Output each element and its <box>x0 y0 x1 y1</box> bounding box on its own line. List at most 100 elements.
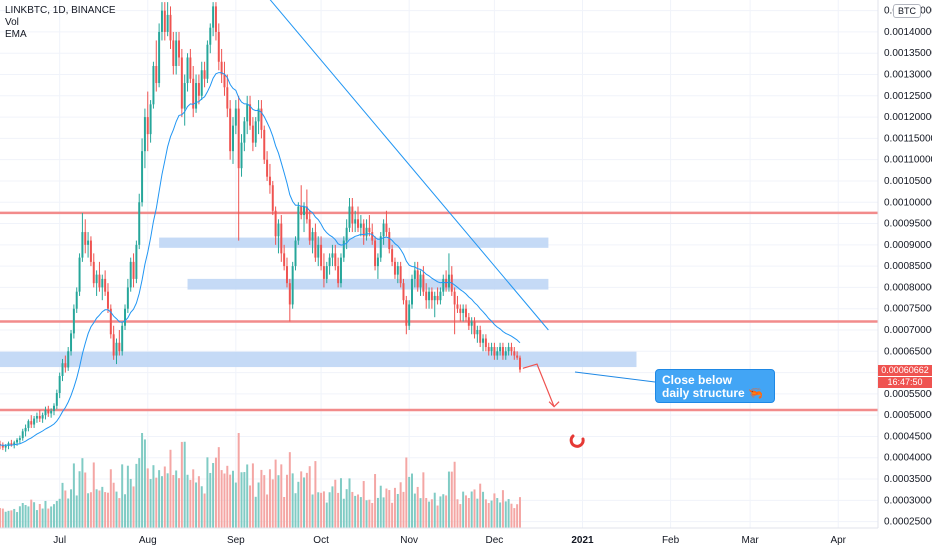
candle-body <box>1 444 4 448</box>
candle-body <box>240 142 243 169</box>
volume-bar <box>104 492 107 528</box>
price-tick-label: 0.00035000 <box>884 474 932 485</box>
volume-bar <box>220 470 223 528</box>
candle-body <box>462 308 465 313</box>
ema-indicator-label[interactable]: EMA <box>5 29 27 40</box>
volume-bar <box>72 463 75 528</box>
candle-body <box>64 363 67 368</box>
volume-bar <box>450 471 453 528</box>
volume-bar <box>13 508 16 528</box>
callout-line-2-text: daily structure <box>662 386 745 400</box>
volume-bar <box>308 466 311 528</box>
volume-bar <box>112 482 115 528</box>
volume-bar <box>371 502 374 528</box>
candle-body <box>197 83 200 96</box>
volume-bars <box>0 433 521 528</box>
candle-body <box>484 338 487 348</box>
volume-indicator-label[interactable]: Vol <box>5 17 19 28</box>
candle-body <box>456 304 459 309</box>
volume-bar <box>499 502 502 528</box>
symbol-title[interactable]: LINKBTC, 1D, BINANCE <box>5 5 116 16</box>
volume-bar <box>260 469 263 528</box>
volume-bar <box>320 492 323 528</box>
volume-bar <box>280 464 283 528</box>
candle-body <box>490 347 493 352</box>
volume-bar <box>195 482 198 528</box>
volume-bar <box>339 478 342 528</box>
price-tick-label: 0.00135000 <box>884 48 932 59</box>
candle-body <box>433 295 436 301</box>
volume-bar <box>479 483 482 528</box>
candle-body <box>357 219 360 228</box>
volume-bar <box>61 482 64 528</box>
volume-bar <box>462 491 465 528</box>
volume-bar <box>436 505 439 528</box>
candle-body <box>467 317 470 326</box>
volume-bar <box>149 479 152 528</box>
projection-arrowhead <box>548 401 560 408</box>
volume-bar <box>180 441 183 528</box>
countdown-tag: 16:47:50 <box>878 377 932 388</box>
volume-bar <box>7 510 10 528</box>
projection-path <box>522 363 555 407</box>
volume-bar <box>297 481 300 528</box>
candle-body <box>447 274 450 288</box>
candle-body <box>89 240 92 262</box>
volume-bar <box>362 481 365 528</box>
candle-body <box>413 270 416 279</box>
candle-body <box>308 219 311 241</box>
volume-bar <box>507 499 510 528</box>
candle-body <box>178 40 181 58</box>
time-axis-labels[interactable]: Jul Aug Sep Oct Nov Dec 2021 Feb Mar Apr <box>53 535 846 546</box>
candle-body <box>254 121 257 143</box>
volume-bar <box>396 493 399 528</box>
volume-bar <box>98 490 101 528</box>
candle-body <box>183 83 186 109</box>
volume-bar <box>411 473 414 528</box>
volume-bar <box>422 472 425 528</box>
candle-body <box>180 57 183 109</box>
volume-bar <box>152 465 155 528</box>
candle-body <box>305 206 308 220</box>
volume-bar <box>317 492 320 528</box>
price-axis-labels[interactable]: 0.00025000 0.00030000 0.00035000 0.00040000… <box>884 6 932 528</box>
candle-body <box>362 223 365 237</box>
candle-body <box>510 347 513 352</box>
candle-body <box>55 393 58 406</box>
candle-body <box>291 266 294 305</box>
annotation-callout[interactable]: Close below daily structure 🦐 <box>655 369 775 403</box>
volume-bar <box>493 493 496 528</box>
candle-body <box>422 274 425 292</box>
volume-bar <box>95 489 98 528</box>
candle-body <box>470 321 473 326</box>
volume-bar <box>447 471 450 528</box>
volume-bar <box>206 457 209 528</box>
volume-bar <box>50 506 53 528</box>
volume-bar <box>209 472 212 528</box>
volume-bar <box>496 498 499 528</box>
volume-bar <box>428 501 431 528</box>
candle-body <box>87 240 90 245</box>
volume-bar <box>368 499 371 528</box>
volume-bar <box>263 475 266 528</box>
volume-bar <box>234 482 237 528</box>
candle-body <box>496 351 499 356</box>
volume-bar <box>16 512 19 528</box>
candlesticks <box>0 2 521 452</box>
volume-bar <box>393 487 396 528</box>
volume-bar <box>325 502 328 528</box>
candle-body <box>16 439 19 443</box>
candle-body <box>4 445 7 448</box>
candle-body <box>345 227 348 241</box>
candle-body <box>419 274 422 288</box>
candle-body <box>337 266 340 284</box>
candle-body <box>436 295 439 301</box>
candle-body <box>459 308 462 313</box>
currency-badge[interactable]: BTC <box>893 4 921 18</box>
candle-body <box>425 291 428 301</box>
candle-body <box>311 232 314 241</box>
volume-bar <box>510 503 513 528</box>
candle-body <box>189 57 192 79</box>
candle-body <box>217 31 220 62</box>
